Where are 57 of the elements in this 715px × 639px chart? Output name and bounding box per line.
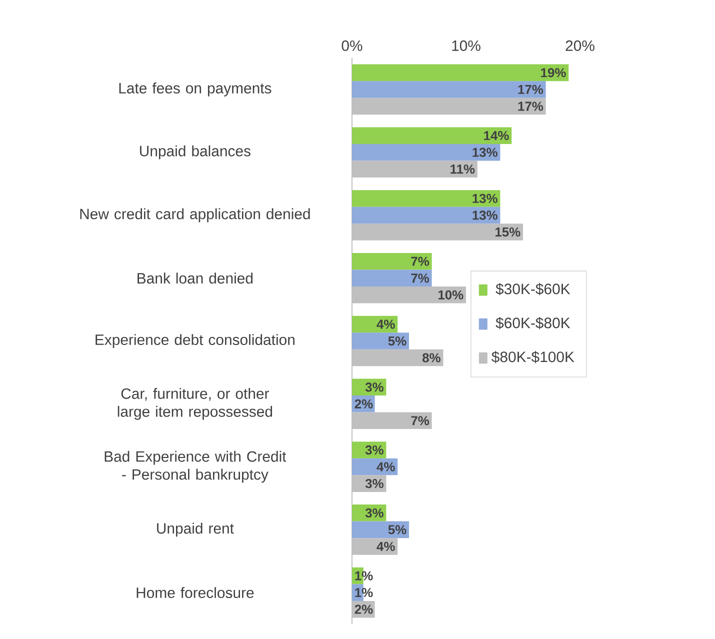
bar <box>352 521 409 538</box>
x-tick-label: 0% <box>342 40 362 51</box>
y-tick-label: Experience debt consolidation <box>96 334 294 348</box>
data-label: 13% <box>472 210 498 220</box>
data-label: 5% <box>388 336 406 346</box>
y-tick-label: Home foreclosure <box>136 587 254 598</box>
data-label: 5% <box>388 525 406 534</box>
bar <box>352 81 546 98</box>
bar <box>352 286 466 304</box>
bar <box>352 224 523 240</box>
x-tick-label: 20% <box>566 40 594 51</box>
data-label: 4% <box>376 462 395 472</box>
bar <box>352 64 569 82</box>
data-label: 11% <box>450 164 475 174</box>
data-label: 13% <box>472 194 498 204</box>
bar <box>352 252 432 270</box>
data-label: 17% <box>518 102 544 111</box>
x-tick-label: 10% <box>452 40 480 51</box>
data-label: 7% <box>411 416 430 426</box>
data-label: 8% <box>422 353 440 362</box>
bar <box>352 160 478 178</box>
bar <box>352 98 546 115</box>
data-label: 3% <box>365 508 384 518</box>
bar <box>352 270 432 287</box>
data-label: 4% <box>376 542 395 551</box>
bar <box>352 190 500 207</box>
legend-label: $80K-$100K <box>492 350 574 364</box>
data-label: 17% <box>518 84 544 94</box>
y-tick-label: Unpaid rent <box>157 522 234 537</box>
data-label: 15% <box>496 227 520 237</box>
y-tick-label: New credit card application denied <box>80 208 310 222</box>
data-label: 19% <box>541 68 566 78</box>
y-tick-label: Late fees on payments <box>119 82 272 96</box>
bar <box>352 332 409 350</box>
data-label: 2% <box>354 604 373 614</box>
data-label: 10% <box>438 290 464 300</box>
data-label: 3% <box>365 478 384 488</box>
data-label: 13% <box>472 148 498 157</box>
bar <box>352 206 500 224</box>
data-label: 14% <box>484 131 509 140</box>
data-label: 4% <box>376 320 395 329</box>
data-label: 3% <box>365 445 384 455</box>
y-tick-label: Bank loan denied <box>138 272 253 284</box>
bar <box>352 349 444 366</box>
bar <box>352 538 398 555</box>
bar <box>352 127 512 144</box>
data-label: 2% <box>354 399 373 408</box>
y-tick-label: Bad Experience with Credit - Personal bankruptcy <box>104 450 286 483</box>
y-tick-label: Unpaid balances <box>140 145 250 160</box>
legend-label: $30K-$60K <box>496 283 570 296</box>
data-label: 7% <box>411 256 430 266</box>
legend-label: $60K-$80K <box>496 317 570 330</box>
data-label: 7% <box>411 274 430 283</box>
bar <box>352 144 500 161</box>
data-label: 3% <box>365 382 384 392</box>
bar <box>352 412 432 430</box>
y-tick-label: Car, furniture, or other large item repossessed <box>118 388 272 420</box>
